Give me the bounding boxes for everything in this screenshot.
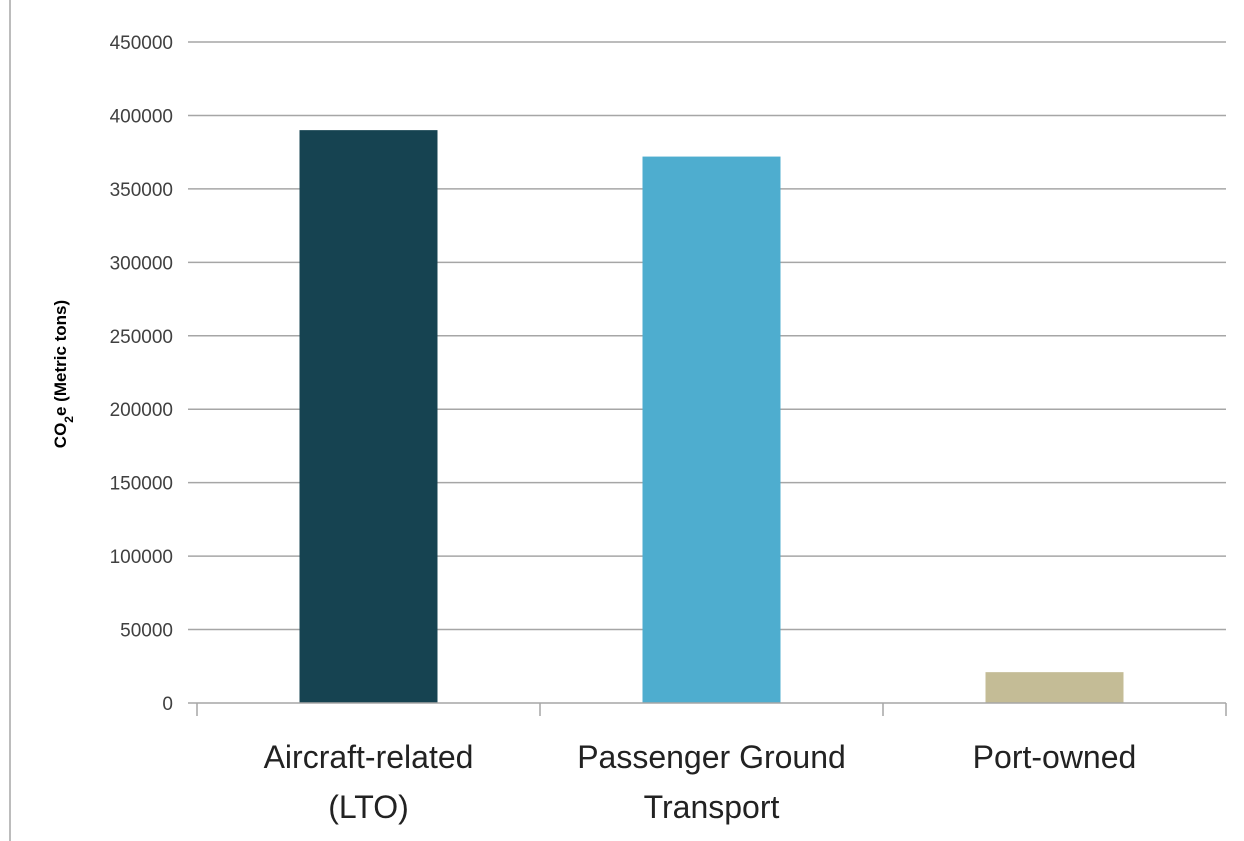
bar (642, 156, 781, 703)
y-tick-label: 250000 (110, 327, 173, 348)
y-tick-label: 350000 (110, 180, 173, 201)
x-category-label: (LTO) (328, 789, 409, 825)
y-tick-label: 0 (162, 694, 173, 715)
bar (299, 130, 438, 704)
y-axis-label-prefix: CO (51, 423, 70, 449)
x-category-label: Aircraft-related (264, 739, 474, 775)
y-tick-label: 50000 (120, 621, 173, 642)
y-tick-label: 300000 (110, 253, 173, 274)
y-axis-label-suffix: e (Metric tons) (51, 300, 70, 416)
y-tick-label: 200000 (110, 400, 173, 421)
y-tick-label: 150000 (110, 474, 173, 495)
x-category-labels: Aircraft-related (LTO) Passenger Ground Tra… (264, 739, 1137, 825)
y-tick-labels: 0 50000 100000 150000 200000 250000 300000 3500… (110, 33, 173, 715)
y-axis-label: CO2e (Metric tons) (51, 300, 76, 448)
x-category-label: Transport (644, 789, 780, 825)
y-axis-label-subscript: 2 (62, 416, 76, 423)
x-category-label: Port-owned (973, 739, 1137, 775)
y-tick-label: 450000 (110, 33, 173, 54)
axes (188, 702, 1227, 716)
bar (985, 672, 1124, 703)
y-tick-label: 400000 (110, 106, 173, 127)
x-category-label: Passenger Ground (577, 739, 846, 775)
y-tick-label: 100000 (110, 547, 173, 568)
bars (299, 130, 1124, 704)
